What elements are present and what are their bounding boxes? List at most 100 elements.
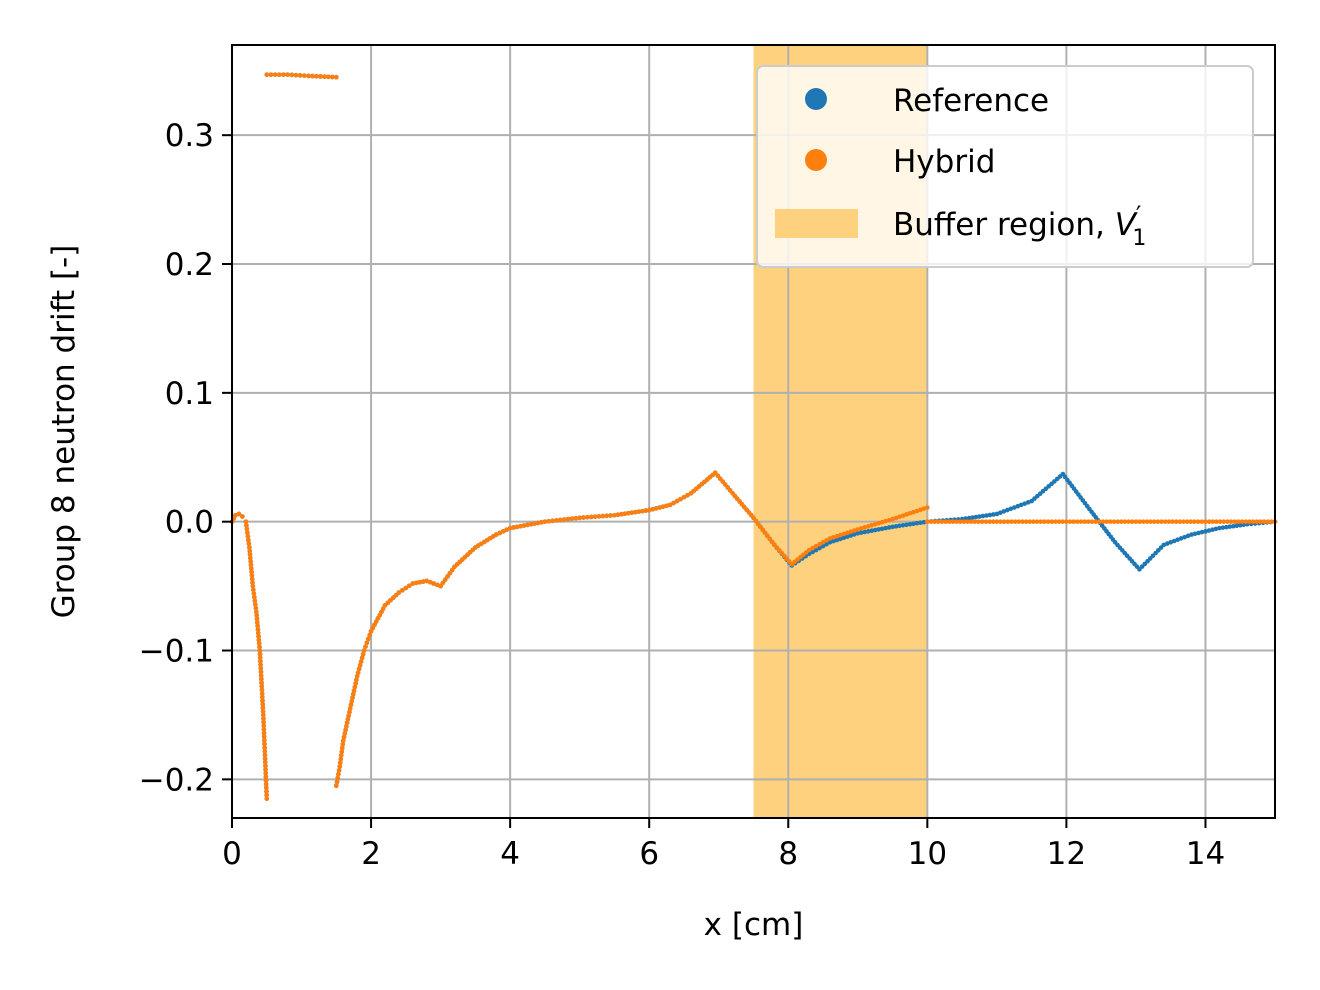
data-point bbox=[569, 516, 575, 521]
data-point bbox=[893, 515, 899, 521]
data-point bbox=[253, 605, 259, 611]
data-point bbox=[403, 585, 409, 591]
data-point bbox=[1162, 519, 1168, 524]
data-point bbox=[258, 662, 263, 668]
data-point bbox=[293, 72, 299, 78]
data-point bbox=[1210, 519, 1216, 524]
x-tick-label: 6 bbox=[639, 836, 659, 872]
data-point bbox=[346, 713, 351, 718]
data-point bbox=[500, 529, 506, 534]
data-point bbox=[1011, 505, 1017, 510]
data-point bbox=[1155, 519, 1161, 524]
data-point bbox=[245, 534, 251, 539]
data-point bbox=[347, 709, 352, 715]
data-point bbox=[424, 578, 429, 584]
data-point bbox=[264, 789, 269, 794]
data-point bbox=[810, 545, 815, 551]
data-point bbox=[260, 694, 265, 700]
data-point bbox=[262, 749, 268, 754]
data-point bbox=[259, 687, 265, 693]
data-point bbox=[434, 582, 440, 588]
data-point bbox=[1175, 537, 1180, 543]
axes-frame bbox=[231, 44, 1276, 819]
data-point bbox=[413, 580, 419, 586]
data-point bbox=[1214, 519, 1219, 524]
data-point bbox=[356, 666, 362, 672]
data-point bbox=[886, 517, 892, 523]
data-point bbox=[904, 512, 909, 517]
data-point bbox=[1196, 530, 1201, 536]
data-point bbox=[1129, 519, 1135, 524]
data-point bbox=[1053, 519, 1058, 524]
data-point bbox=[841, 535, 847, 541]
data-point bbox=[806, 547, 812, 553]
data-point bbox=[1188, 519, 1194, 524]
data-point bbox=[1250, 519, 1256, 524]
data-point bbox=[1049, 519, 1055, 524]
data-point bbox=[928, 519, 934, 524]
data-point bbox=[1020, 519, 1025, 524]
data-point bbox=[447, 570, 453, 576]
data-point bbox=[518, 523, 523, 529]
data-point bbox=[968, 519, 974, 524]
data-point bbox=[834, 537, 840, 543]
data-point bbox=[998, 510, 1003, 515]
data-point bbox=[256, 641, 262, 646]
data-point bbox=[261, 727, 267, 732]
data-point bbox=[954, 519, 959, 524]
data-point bbox=[650, 506, 655, 512]
data-point bbox=[1004, 507, 1010, 513]
data-point bbox=[972, 519, 978, 524]
data-point bbox=[1144, 519, 1150, 524]
data-point bbox=[340, 742, 346, 747]
data-point bbox=[256, 634, 261, 639]
data-point bbox=[264, 785, 269, 791]
data-point bbox=[431, 581, 436, 586]
data-point bbox=[671, 500, 676, 506]
data-point bbox=[338, 753, 344, 758]
data-point bbox=[255, 627, 261, 632]
data-point bbox=[336, 768, 342, 773]
data-point bbox=[259, 680, 264, 686]
data-point bbox=[841, 531, 847, 537]
data-point bbox=[615, 512, 621, 518]
data-point bbox=[932, 519, 937, 524]
data-point bbox=[258, 658, 263, 664]
data-point bbox=[925, 519, 930, 524]
data-point bbox=[550, 518, 555, 524]
legend-buffer-label-var: V bbox=[1115, 207, 1139, 243]
data-point bbox=[1203, 529, 1208, 534]
data-point bbox=[643, 508, 649, 513]
data-point bbox=[254, 616, 260, 622]
data-point bbox=[261, 719, 266, 725]
data-point bbox=[342, 731, 348, 736]
data-point bbox=[813, 547, 819, 553]
data-point bbox=[263, 770, 269, 776]
data-point bbox=[862, 529, 868, 535]
data-point bbox=[1258, 519, 1263, 524]
data-point bbox=[1210, 527, 1215, 533]
data-point bbox=[1213, 526, 1219, 532]
data-point bbox=[272, 72, 278, 77]
data-point bbox=[1086, 519, 1091, 524]
data-point bbox=[1108, 519, 1113, 524]
data-point bbox=[255, 623, 260, 629]
data-point bbox=[914, 508, 920, 514]
data-point bbox=[248, 562, 254, 568]
data-point bbox=[337, 760, 343, 766]
data-point bbox=[361, 648, 367, 653]
data-point bbox=[852, 528, 857, 533]
data-point bbox=[343, 727, 348, 733]
data-point bbox=[400, 587, 405, 593]
data-point bbox=[876, 527, 881, 532]
data-point bbox=[900, 513, 906, 518]
x-tick-label: 14 bbox=[1186, 836, 1225, 872]
data-point bbox=[1015, 503, 1021, 509]
data-point bbox=[585, 514, 590, 520]
data-point bbox=[921, 506, 927, 511]
legend: Reference Hybrid Buffer region, V′ 1 bbox=[756, 65, 1254, 268]
data-point bbox=[904, 522, 909, 528]
data-point bbox=[257, 651, 263, 657]
data-point bbox=[943, 519, 948, 524]
legend-box bbox=[756, 65, 1254, 268]
